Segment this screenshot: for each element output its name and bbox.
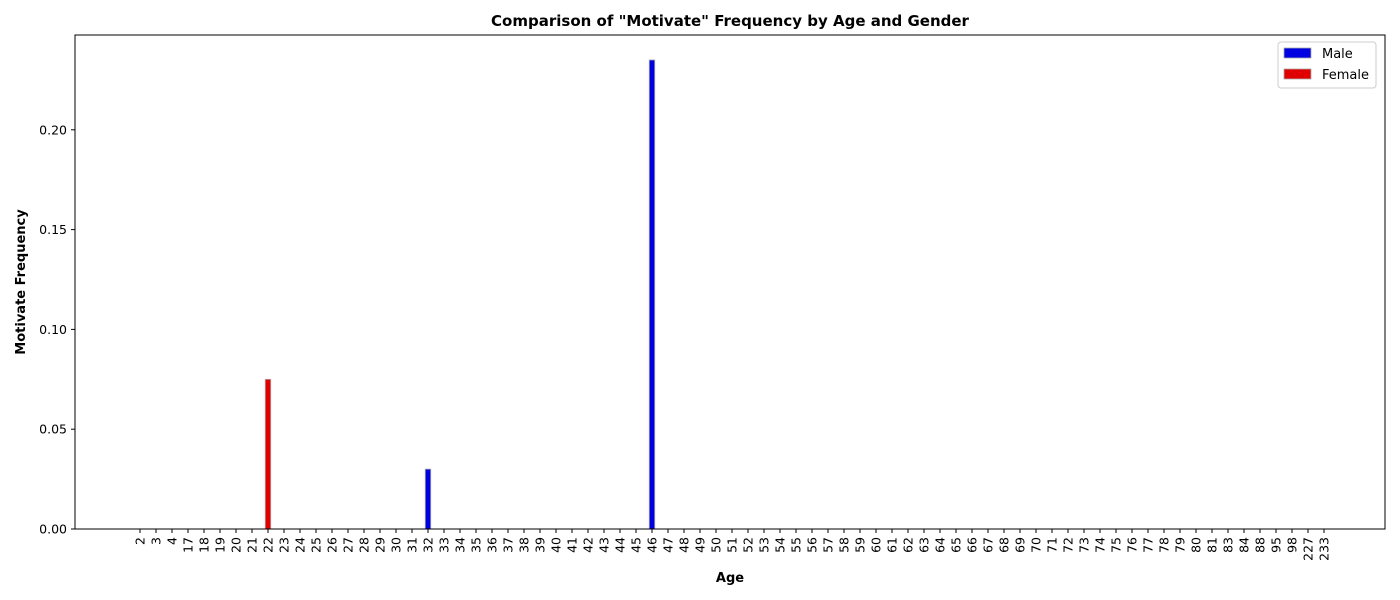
x-axis-ticks: 2 3 4 17 18 19 20 21 22 23 24 25 26 27 28 29 30 31 32 33 34 3… <box>133 529 1332 561</box>
x-tick-label: 18 <box>197 537 212 553</box>
x-tick-label: 68 <box>997 537 1012 553</box>
y-tick-label: 0.15 <box>39 222 67 237</box>
x-tick-label: 60 <box>869 537 884 553</box>
x-tick-label: 30 <box>389 537 404 553</box>
x-tick-label: 20 <box>229 537 244 553</box>
x-tick-label: 66 <box>965 537 980 553</box>
x-tick-label: 80 <box>1189 537 1204 553</box>
x-tick-label: 26 <box>325 537 340 553</box>
x-tick-label: 62 <box>901 537 916 553</box>
x-axis-label: Age <box>716 571 744 586</box>
x-tick-label: 37 <box>501 537 516 553</box>
legend-label-male: Male <box>1322 47 1353 62</box>
x-tick-label: 69 <box>1013 537 1028 553</box>
y-tick-label: 0.05 <box>39 422 67 437</box>
x-tick-label: 40 <box>549 537 564 553</box>
x-tick-label: 98 <box>1285 537 1300 553</box>
x-tick-label: 32 <box>421 537 436 553</box>
x-tick-label: 71 <box>1045 537 1060 553</box>
x-tick-label: 53 <box>757 537 772 553</box>
x-tick-label: 21 <box>245 537 260 553</box>
x-tick-label: 46 <box>645 537 660 553</box>
legend-swatch-male <box>1283 47 1312 59</box>
x-tick-label: 4 <box>165 537 180 545</box>
x-tick-label: 42 <box>581 537 596 553</box>
x-tick-label: 19 <box>213 537 228 553</box>
x-tick-label: 64 <box>933 537 948 553</box>
y-tick-label: 0.10 <box>39 322 67 337</box>
x-tick-label: 41 <box>565 537 580 553</box>
x-tick-label: 22 <box>261 537 276 553</box>
x-tick-label: 39 <box>533 537 548 553</box>
x-tick-label: 83 <box>1221 537 1236 553</box>
chart-title: Comparison of "Motivate" Frequency by Ag… <box>491 12 970 30</box>
x-tick-label: 84 <box>1237 537 1252 553</box>
x-tick-label: 27 <box>341 537 356 553</box>
x-tick-label: 78 <box>1157 537 1172 553</box>
x-tick-label: 2 <box>133 537 148 545</box>
x-tick-label: 49 <box>693 537 708 553</box>
y-tick-label: 0.20 <box>39 122 67 137</box>
x-tick-label: 44 <box>613 537 628 553</box>
x-tick-label: 74 <box>1093 537 1108 553</box>
y-tick-label: 0.00 <box>39 522 67 537</box>
x-tick-label: 57 <box>821 537 836 553</box>
x-tick-label: 75 <box>1109 537 1124 553</box>
x-tick-label: 31 <box>405 537 420 553</box>
x-tick-label: 72 <box>1061 537 1076 553</box>
x-tick-label: 233 <box>1317 537 1332 561</box>
bar-male-age-32 <box>424 468 432 530</box>
x-tick-label: 67 <box>981 537 996 553</box>
x-tick-label: 65 <box>949 537 964 553</box>
x-tick-label: 56 <box>805 537 820 553</box>
x-tick-label: 81 <box>1205 537 1220 553</box>
x-tick-label: 29 <box>373 537 388 553</box>
x-tick-label: 34 <box>453 537 468 553</box>
x-tick-label: 70 <box>1029 537 1044 553</box>
x-tick-label: 24 <box>293 537 308 553</box>
x-tick-label: 47 <box>661 537 676 553</box>
legend-swatch-female <box>1283 68 1312 80</box>
bar-male-age-46 <box>648 59 656 530</box>
x-tick-label: 79 <box>1173 537 1188 553</box>
x-tick-label: 76 <box>1125 537 1140 553</box>
x-tick-label: 43 <box>597 537 612 553</box>
x-tick-label: 95 <box>1269 537 1284 553</box>
bar-female-age-22 <box>264 378 272 530</box>
x-tick-label: 23 <box>277 537 292 553</box>
x-tick-label: 88 <box>1253 537 1268 553</box>
x-tick-label: 33 <box>437 537 452 553</box>
x-tick-label: 36 <box>485 537 500 553</box>
y-axis-ticks: 0.00 0.05 0.10 0.15 0.20 <box>39 122 75 537</box>
x-tick-label: 227 <box>1301 537 1316 561</box>
x-tick-label: 52 <box>741 537 756 553</box>
x-tick-label: 28 <box>357 537 372 553</box>
x-tick-label: 73 <box>1077 537 1092 553</box>
x-tick-label: 54 <box>773 537 788 553</box>
x-tick-label: 17 <box>181 537 196 553</box>
x-tick-label: 50 <box>709 537 724 553</box>
x-tick-label: 77 <box>1141 537 1156 553</box>
y-axis-label: Motivate Frequency <box>14 209 29 355</box>
x-tick-label: 35 <box>469 537 484 553</box>
x-tick-label: 55 <box>789 537 804 553</box>
x-tick-label: 38 <box>517 537 532 553</box>
x-tick-label: 63 <box>917 537 932 553</box>
x-tick-label: 3 <box>149 537 164 545</box>
legend-label-female: Female <box>1322 68 1369 83</box>
plot-area-frame <box>74 34 1386 530</box>
x-tick-label: 45 <box>629 537 644 553</box>
bars-layer <box>264 59 656 530</box>
x-tick-label: 25 <box>309 537 324 553</box>
x-tick-label: 59 <box>853 537 868 553</box>
x-tick-label: 48 <box>677 537 692 553</box>
x-tick-label: 58 <box>837 537 852 553</box>
x-tick-label: 51 <box>725 537 740 553</box>
legend: Male Female <box>1277 41 1377 89</box>
x-tick-label: 61 <box>885 537 900 553</box>
